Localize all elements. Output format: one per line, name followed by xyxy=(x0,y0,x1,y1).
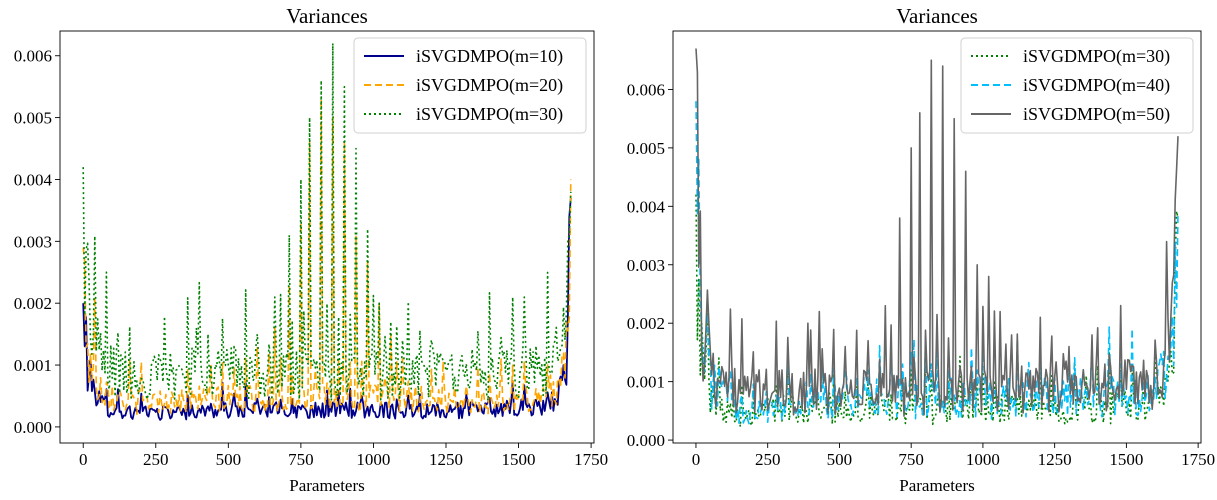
legend-label: iSVGDMPO(m=10) xyxy=(416,46,563,67)
x-tick-label: 1250 xyxy=(1038,450,1072,469)
y-tick-label: 0.003 xyxy=(14,232,52,251)
x-tick-label: 250 xyxy=(143,450,169,469)
x-tick-label: 1750 xyxy=(1181,450,1215,469)
x-axis-label: Parameters xyxy=(899,476,975,495)
series-line-2 xyxy=(82,98,572,416)
chart-title: Variances xyxy=(286,4,368,28)
x-tick-label: 1000 xyxy=(966,450,1000,469)
legend-label: iSVGDMPO(m=20) xyxy=(416,75,563,96)
y-tick-label: 0.000 xyxy=(14,418,52,437)
series-lines xyxy=(695,48,1179,428)
x-tick-label: 0 xyxy=(79,450,88,469)
legend-label: iSVGDMPO(m=40) xyxy=(1023,75,1170,96)
x-tick-label: 1500 xyxy=(1109,450,1143,469)
y-tick-label: 0.004 xyxy=(14,170,53,189)
legend-label: iSVGDMPO(m=50) xyxy=(1023,104,1170,125)
x-tick-label: 1750 xyxy=(574,450,608,469)
x-tick-label: 500 xyxy=(827,450,853,469)
x-tick-label: 750 xyxy=(288,450,314,469)
x-tick-label: 1000 xyxy=(356,450,390,469)
y-tick-label: 0.005 xyxy=(14,109,52,128)
legend-label: iSVGDMPO(m=30) xyxy=(1023,46,1170,67)
y-tick-label: 0.002 xyxy=(627,314,665,333)
y-tick-label: 0.004 xyxy=(627,197,666,216)
x-tick-label: 1250 xyxy=(429,450,463,469)
legend: iSVGDMPO(m=10) iSVGDMPO(m=20) iSVGDMPO(m=3… xyxy=(353,37,587,134)
x-tick-label: 750 xyxy=(898,450,924,469)
y-tick-label: 0.000 xyxy=(627,431,665,450)
y-tick-label: 0.001 xyxy=(627,373,665,392)
series-line-3 xyxy=(695,48,1179,417)
y-tick-label: 0.006 xyxy=(627,80,665,99)
series-line-2 xyxy=(695,101,1179,425)
x-axis-label: Parameters xyxy=(289,476,365,495)
x-tick-label: 1500 xyxy=(502,450,536,469)
y-tick-label: 0.005 xyxy=(627,139,665,158)
legend-box xyxy=(960,37,1194,134)
chart-title: Variances xyxy=(896,4,978,28)
y-tick-label: 0.006 xyxy=(14,47,52,66)
x-tick-label: 250 xyxy=(755,450,781,469)
series-line-3 xyxy=(82,42,572,402)
x-tick-label: 500 xyxy=(216,450,242,469)
legend-box xyxy=(353,37,587,134)
axes-frame xyxy=(59,30,595,444)
legend-label: iSVGDMPO(m=30) xyxy=(416,104,563,125)
y-tick-label: 0.001 xyxy=(14,356,52,375)
series-line-1 xyxy=(695,194,1179,428)
y-tick-label: 0.002 xyxy=(14,294,52,313)
series-lines xyxy=(82,42,572,421)
x-tick-label: 0 xyxy=(692,450,701,469)
legend: iSVGDMPO(m=30) iSVGDMPO(m=40) iSVGDMPO(m=5… xyxy=(960,37,1194,134)
axes-frame xyxy=(672,30,1202,444)
right-panel: 0 250 500 750 1000 1250 1500 1750 0.000 0.001 0.00… xyxy=(627,4,1215,495)
y-tick-label: 0.003 xyxy=(627,256,665,275)
left-panel: 0 250 500 750 1000 1250 1500 1750 0.000 0.001 0.00… xyxy=(14,4,608,495)
